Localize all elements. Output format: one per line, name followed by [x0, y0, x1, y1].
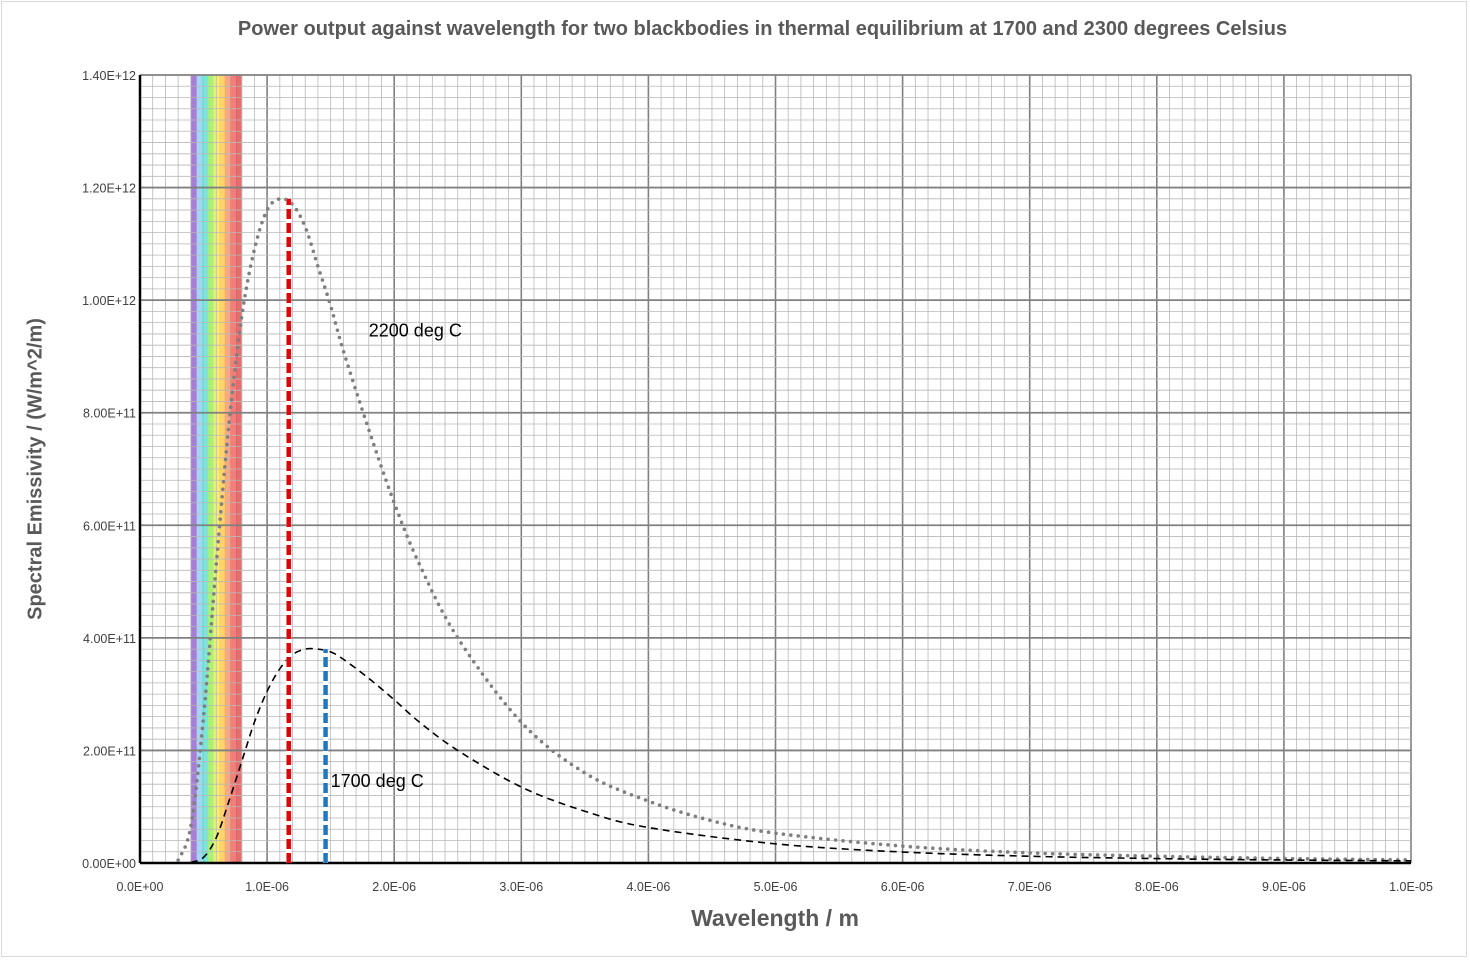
- y-tick-label: 6.00E+11: [83, 519, 136, 533]
- chart-title: Power output against wavelength for two …: [237, 18, 1288, 40]
- y-tick-label: 8.00E+11: [83, 407, 136, 421]
- x-tick-label: 0.0E+00: [117, 880, 164, 894]
- x-tick-label: 3.0E-06: [499, 880, 543, 894]
- y-tick-label: 1.40E+12: [82, 69, 136, 83]
- annotation-1700: 1700 deg C: [331, 771, 424, 791]
- x-tick-label: 9.0E-06: [1262, 880, 1306, 894]
- y-tick-label: 2.00E+11: [83, 744, 136, 758]
- x-axis-title: Wavelength / m: [691, 905, 859, 931]
- x-tick-label: 1.0E-05: [1389, 880, 1433, 894]
- axes: [138, 75, 1411, 865]
- x-tick-label: 5.0E-06: [754, 880, 798, 894]
- annotations: 2200 deg C 1700 deg C: [331, 321, 462, 791]
- y-tick-label: 1.00E+12: [82, 294, 136, 308]
- annotation-2200: 2200 deg C: [369, 321, 462, 341]
- series-line-1700: [190, 647, 1412, 864]
- x-tick-label: 6.0E-06: [881, 880, 925, 894]
- series-line-2200: [176, 196, 1413, 862]
- x-tick-label: 1.0E-06: [245, 880, 289, 894]
- y-tick-label: 0.00E+00: [82, 857, 136, 871]
- y-tick-label: 1.20E+12: [82, 182, 136, 196]
- x-tick-label: 7.0E-06: [1008, 880, 1052, 894]
- y-tick-labels: 0.00E+00 2.00E+11 4.00E+11 6.00E+11 8.00E+11…: [82, 69, 136, 871]
- x-tick-label: 8.0E-06: [1135, 880, 1179, 894]
- x-tick-labels: 0.0E+00 1.0E-06 2.0E-06 3.0E-06 4.0E-06 5.0E-…: [117, 880, 1433, 894]
- series-lines: [176, 196, 1413, 864]
- peak-markers: [286, 198, 329, 863]
- x-tick-label: 2.0E-06: [372, 880, 416, 894]
- grid: [139, 74, 1412, 864]
- x-tick-label: 4.0E-06: [627, 880, 671, 894]
- y-tick-label: 4.00E+11: [83, 632, 136, 646]
